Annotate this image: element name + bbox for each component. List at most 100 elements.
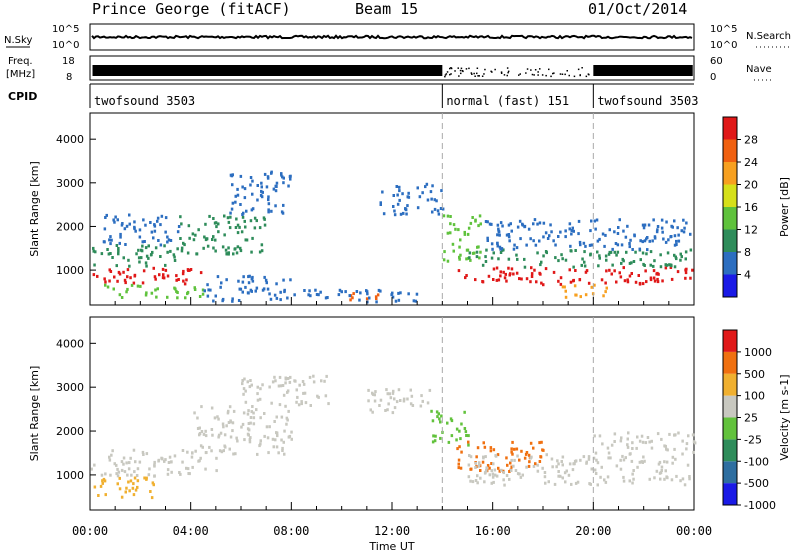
data-cell	[465, 274, 468, 277]
data-cell	[681, 452, 684, 456]
data-cell	[281, 175, 284, 179]
data-cell	[593, 219, 596, 223]
data-cell	[161, 276, 165, 280]
data-cell	[384, 409, 387, 412]
data-cell	[626, 224, 629, 228]
data-cell	[616, 250, 620, 254]
data-cell	[490, 222, 493, 226]
data-cell	[684, 250, 688, 254]
data-cell	[605, 258, 608, 262]
data-cell	[588, 243, 592, 247]
data-cell	[247, 428, 251, 432]
data-cell	[116, 482, 119, 486]
data-cell	[479, 222, 482, 226]
data-cell	[241, 379, 244, 382]
data-cell	[169, 249, 172, 253]
data-cell	[170, 460, 173, 464]
data-cell	[601, 232, 605, 236]
data-cell	[585, 269, 589, 273]
data-cell	[598, 434, 602, 438]
data-cell	[556, 459, 559, 463]
colorbar-tick-label: 25	[744, 412, 758, 425]
data-cell	[682, 230, 686, 234]
data-cell	[229, 435, 233, 439]
data-cell	[150, 496, 154, 500]
freq-dot	[471, 73, 473, 75]
data-cell	[609, 250, 613, 254]
data-cell	[108, 458, 112, 462]
data-cell	[216, 275, 220, 279]
data-cell	[587, 455, 591, 459]
data-cell	[649, 250, 653, 254]
data-cell	[243, 377, 246, 381]
data-cell	[104, 216, 107, 219]
data-cell	[273, 375, 276, 379]
data-cell	[455, 438, 458, 442]
data-cell	[659, 477, 662, 481]
data-cell	[93, 263, 96, 267]
data-cell	[394, 299, 398, 303]
data-cell	[564, 289, 567, 293]
data-cell	[371, 391, 374, 395]
data-cell	[196, 416, 199, 420]
data-cell	[217, 230, 220, 234]
data-cell	[545, 453, 548, 457]
data-cell	[280, 210, 284, 214]
data-cell	[490, 481, 493, 485]
freq-unit-label: [MHz]	[6, 69, 35, 80]
freq-dot	[585, 75, 588, 78]
data-cell	[429, 190, 433, 194]
data-cell	[409, 402, 413, 406]
data-cell	[587, 457, 591, 461]
data-cell	[496, 223, 500, 227]
data-cell	[459, 253, 462, 257]
data-cell	[570, 482, 573, 486]
data-cell	[271, 380, 275, 384]
data-cell	[608, 268, 611, 272]
data-cell	[584, 270, 588, 274]
data-cell	[475, 255, 479, 259]
data-cell	[450, 419, 454, 423]
data-cell	[256, 392, 259, 396]
data-cell	[509, 461, 512, 465]
data-cell	[645, 252, 648, 256]
data-cell	[379, 398, 383, 402]
data-cell	[628, 245, 631, 249]
data-cell	[580, 263, 583, 267]
data-cell	[129, 276, 132, 280]
freq-dot	[506, 74, 508, 77]
data-cell	[520, 449, 523, 453]
data-cell	[126, 268, 130, 272]
data-cell	[116, 474, 120, 478]
data-cell	[471, 251, 475, 255]
data-cell	[428, 388, 432, 392]
data-cell	[511, 440, 514, 444]
data-cell	[468, 256, 471, 260]
data-cell	[564, 229, 567, 233]
data-cell	[489, 446, 493, 450]
data-cell	[138, 460, 142, 464]
data-cell	[393, 397, 396, 401]
data-cell	[166, 235, 169, 239]
data-cell	[530, 455, 533, 459]
data-cell	[660, 469, 663, 472]
data-cell	[150, 291, 154, 295]
data-cell	[274, 379, 277, 383]
data-cell	[131, 486, 135, 490]
data-cell	[276, 434, 279, 438]
data-cell	[631, 441, 634, 445]
freq-panel-frame	[89, 55, 695, 81]
data-cell	[544, 231, 548, 235]
data-cell	[202, 246, 205, 250]
data-cell	[191, 465, 194, 469]
data-cell	[627, 431, 630, 435]
data-cell	[660, 437, 663, 441]
data-cell	[267, 195, 270, 199]
data-cell	[471, 216, 474, 219]
data-cell	[251, 179, 254, 183]
data-cell	[118, 241, 121, 245]
data-cell	[508, 477, 511, 481]
data-cell	[457, 458, 461, 462]
data-cell	[104, 493, 107, 497]
data-cell	[435, 410, 439, 414]
